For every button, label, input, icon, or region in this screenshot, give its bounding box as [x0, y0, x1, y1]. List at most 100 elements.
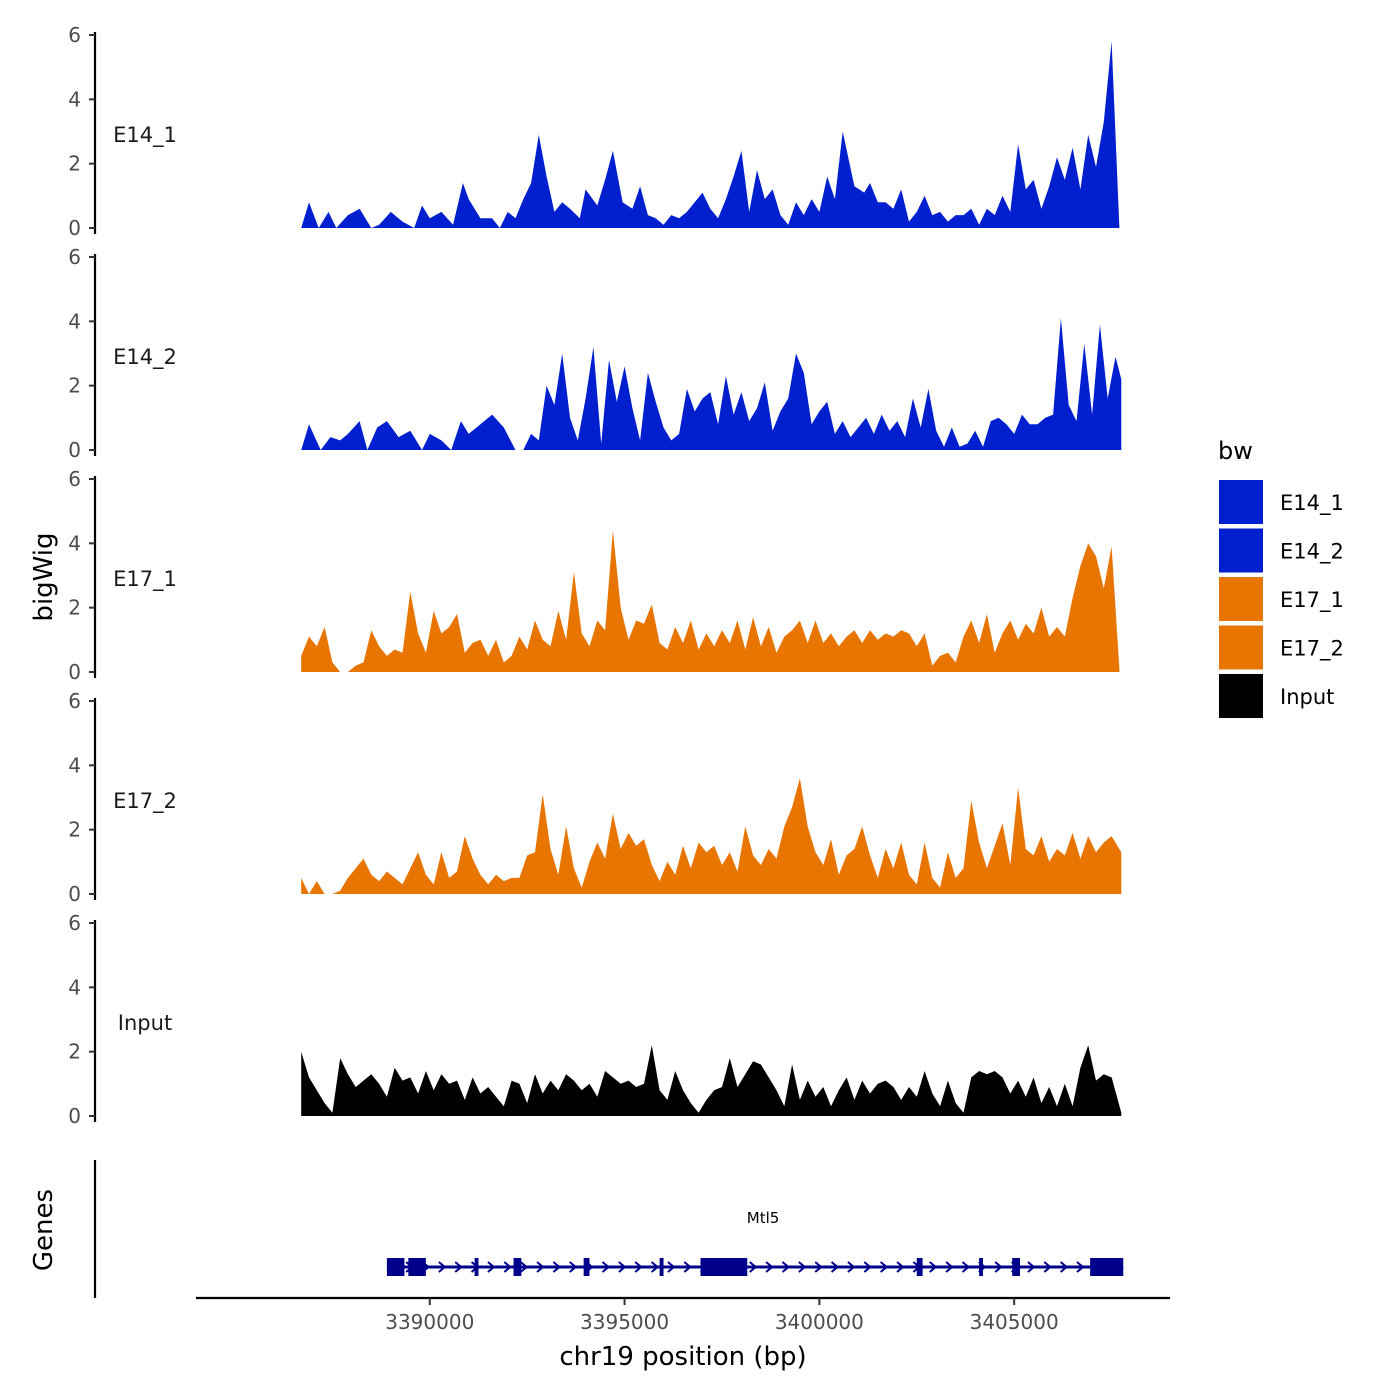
gene-exon — [1012, 1258, 1021, 1276]
track-label: E17_2 — [113, 789, 177, 814]
strand-arrow — [945, 1261, 954, 1273]
signal-area-E14_1 — [301, 41, 1120, 229]
strand-arrow — [814, 1261, 823, 1273]
legend-item: E17_2 — [1219, 625, 1344, 670]
gene-exon — [513, 1258, 522, 1276]
y-axis-title: bigWig — [29, 532, 59, 621]
strand-arrow — [1043, 1261, 1052, 1273]
y-tick-label: 6 — [68, 467, 81, 491]
strand-arrow — [863, 1261, 872, 1273]
track-E14_2: 0 2 4 6 E14_2 — [68, 245, 1122, 462]
y-tick-label: 0 — [68, 882, 81, 906]
y-tick-label: 2 — [68, 596, 81, 620]
strand-arrow — [552, 1261, 561, 1273]
tracks: 0 2 4 6 E14_1 0 2 4 6 E14_2 0 2 4 6 E17_1 0 2 4 6 E17_2 0 2 4 6… — [68, 23, 1122, 1128]
gene-exon — [1090, 1258, 1124, 1276]
strand-arrow — [667, 1261, 676, 1273]
legend-swatch — [1219, 480, 1263, 524]
strand-arrow — [487, 1261, 496, 1273]
strand-arrow — [454, 1261, 463, 1273]
legend-item: Input — [1219, 674, 1334, 718]
strand-arrow — [781, 1261, 791, 1273]
strand-arrow — [880, 1261, 889, 1273]
signal-area-E14_2 — [301, 318, 1122, 450]
strand-arrow — [1076, 1261, 1085, 1273]
strand-arrow — [830, 1261, 840, 1273]
strand-arrow — [929, 1261, 938, 1273]
gene-exon — [700, 1258, 748, 1276]
y-tick-label: 4 — [68, 753, 81, 777]
track-label: E17_1 — [113, 567, 177, 592]
strand-arrow — [847, 1261, 856, 1273]
legend-label: E14_2 — [1280, 540, 1344, 565]
strand-arrow — [536, 1261, 545, 1273]
strand-arrow — [438, 1261, 447, 1273]
x-tick-label: 3400000 — [775, 1310, 864, 1334]
legend-label: E17_1 — [1280, 588, 1344, 613]
gene-exon — [474, 1258, 479, 1276]
x-tick-label: 3395000 — [580, 1310, 669, 1334]
gene-name-label: Mtl5 — [747, 1209, 780, 1227]
strand-arrow — [601, 1261, 611, 1273]
gene-track-title: Genes — [29, 1189, 59, 1271]
y-tick-label: 2 — [68, 152, 81, 176]
gene-exon — [659, 1258, 664, 1276]
signal-area-E17_2 — [301, 778, 1122, 894]
strand-arrow — [749, 1261, 758, 1273]
strand-arrow — [994, 1261, 1003, 1273]
strand-arrow — [1027, 1261, 1036, 1273]
legend-item: E14_1 — [1219, 480, 1344, 524]
strand-arrow — [896, 1261, 905, 1273]
x-tick-label: 3390000 — [385, 1310, 474, 1334]
track-E14_1: 0 2 4 6 E14_1 — [68, 23, 1120, 240]
gene-exon — [979, 1258, 983, 1276]
gene-exon — [386, 1258, 405, 1276]
y-tick-label: 6 — [68, 911, 81, 935]
legend: E14_1 E14_2 E17_1 E17_2 Input — [1219, 480, 1344, 718]
y-tick-label: 4 — [68, 87, 81, 111]
track-label: Input — [118, 1011, 172, 1035]
y-tick-label: 0 — [68, 660, 81, 684]
strand-arrow — [650, 1261, 660, 1273]
x-axis: 3390000 3395000 3400000 3405000 — [196, 1296, 1170, 1334]
legend-label: E14_1 — [1280, 491, 1344, 516]
legend-swatch — [1219, 674, 1263, 718]
x-tick-label: 3405000 — [970, 1310, 1059, 1334]
y-tick-label: 4 — [68, 531, 81, 555]
strand-arrow — [520, 1261, 529, 1273]
y-tick-label: 2 — [68, 374, 81, 398]
y-tick-label: 4 — [68, 975, 81, 999]
y-tick-label: 6 — [68, 689, 81, 713]
gene-exon — [583, 1258, 590, 1276]
legend-item: E14_2 — [1219, 528, 1344, 573]
gene-exon — [916, 1258, 923, 1276]
legend-item: E17_1 — [1219, 577, 1344, 621]
legend-title: bw — [1218, 437, 1253, 465]
strand-arrow — [634, 1261, 643, 1273]
strand-arrow — [683, 1261, 692, 1273]
x-axis-title: chr19 position (bp) — [559, 1342, 806, 1372]
legend-swatch — [1219, 528, 1263, 573]
legend-swatch — [1219, 577, 1263, 621]
y-tick-label: 2 — [68, 818, 81, 842]
y-tick-label: 6 — [68, 245, 81, 269]
strand-arrow — [765, 1261, 774, 1273]
gene-track: Mtl5 — [93, 1160, 1124, 1298]
y-tick-label: 4 — [68, 309, 81, 333]
strand-arrow — [503, 1261, 512, 1273]
track-label: E14_2 — [113, 345, 177, 370]
signal-area-E17_1 — [301, 530, 1120, 672]
strand-arrow — [1059, 1261, 1069, 1273]
track-E17_1: 0 2 4 6 E17_1 — [68, 467, 1120, 684]
y-tick-label: 2 — [68, 1040, 81, 1064]
track-Input: 0 2 4 6 Input — [68, 911, 1122, 1128]
legend-label: Input — [1280, 685, 1334, 709]
strand-arrow — [569, 1261, 578, 1273]
gene-exon — [408, 1258, 426, 1276]
y-tick-label: 0 — [68, 216, 81, 240]
track-E17_2: 0 2 4 6 E17_2 — [68, 689, 1122, 906]
strand-arrow — [961, 1261, 971, 1273]
y-tick-label: 0 — [68, 438, 81, 462]
legend-label: E17_2 — [1280, 637, 1344, 662]
